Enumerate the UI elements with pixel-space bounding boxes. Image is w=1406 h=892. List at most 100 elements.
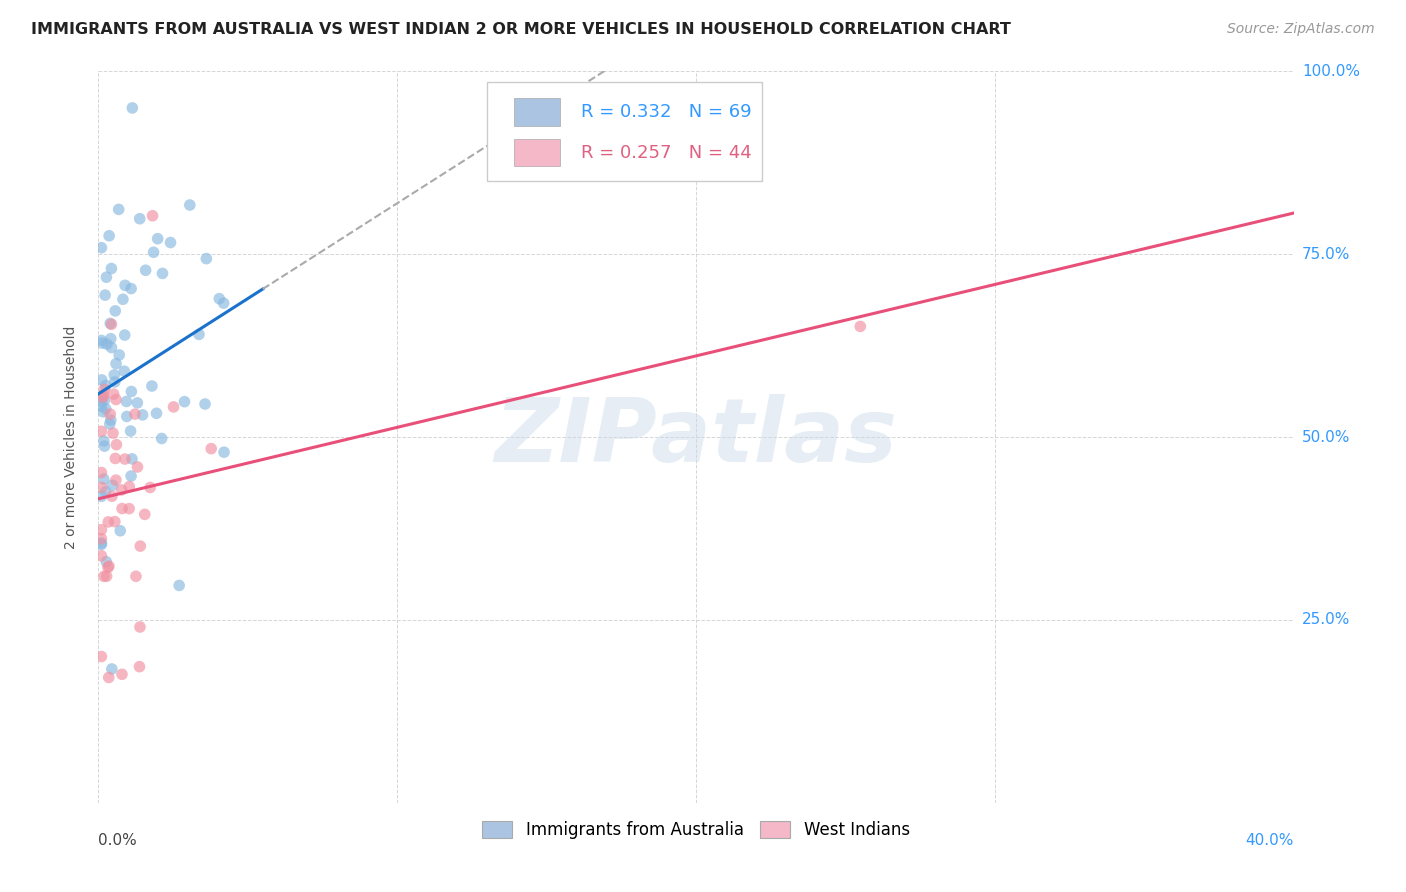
- Point: [93, 388, 115, 402]
- Point: [90, 549, 112, 563]
- Point: [96, 337, 118, 351]
- Point: [118, 501, 141, 516]
- Point: [114, 278, 136, 293]
- Point: [128, 211, 150, 226]
- Point: [104, 515, 127, 529]
- Point: [105, 392, 128, 407]
- Text: Source: ZipAtlas.com: Source: ZipAtlas.com: [1227, 22, 1375, 37]
- Point: [96, 555, 118, 569]
- Text: R = 0.257   N = 44: R = 0.257 N = 44: [581, 144, 752, 161]
- Point: [142, 245, 165, 260]
- Point: [114, 452, 136, 467]
- Point: [208, 292, 231, 306]
- Point: [111, 293, 134, 307]
- Point: [94, 288, 117, 302]
- Point: [194, 397, 217, 411]
- Point: [101, 489, 124, 503]
- Point: [90, 466, 112, 480]
- Point: [93, 569, 115, 583]
- Point: [212, 296, 235, 310]
- Point: [150, 432, 173, 446]
- Point: [105, 357, 128, 371]
- Point: [96, 569, 118, 583]
- Point: [114, 328, 136, 343]
- Text: 0.0%: 0.0%: [98, 833, 138, 848]
- Point: [128, 659, 150, 673]
- Point: [104, 473, 127, 487]
- Text: R = 0.332   N = 69: R = 0.332 N = 69: [581, 103, 752, 121]
- Point: [94, 484, 117, 499]
- Point: [104, 304, 127, 318]
- Point: [142, 209, 165, 223]
- Point: [90, 649, 112, 664]
- Point: [103, 387, 125, 401]
- Point: [200, 442, 222, 456]
- Point: [98, 417, 121, 431]
- Point: [90, 489, 112, 503]
- Bar: [515, 98, 560, 127]
- Point: [100, 261, 122, 276]
- Point: [121, 451, 143, 466]
- Point: [141, 379, 163, 393]
- Text: IMMIGRANTS FROM AUSTRALIA VS WEST INDIAN 2 OR MORE VEHICLES IN HOUSEHOLD CORRELA: IMMIGRANTS FROM AUSTRALIA VS WEST INDIAN…: [31, 22, 1011, 37]
- Point: [97, 671, 120, 685]
- Point: [98, 407, 121, 421]
- Point: [105, 437, 128, 451]
- Text: 100.0%: 100.0%: [1302, 64, 1360, 78]
- Point: [129, 539, 152, 553]
- Point: [90, 536, 112, 550]
- Point: [115, 394, 138, 409]
- Point: [112, 364, 135, 378]
- Point: [120, 384, 142, 399]
- FancyBboxPatch shape: [486, 82, 762, 181]
- Point: [100, 332, 122, 346]
- Point: [212, 445, 235, 459]
- Point: [93, 382, 115, 396]
- Point: [90, 334, 112, 348]
- Point: [104, 451, 127, 466]
- Point: [179, 198, 201, 212]
- Point: [90, 480, 112, 494]
- Text: 40.0%: 40.0%: [1246, 833, 1294, 848]
- Point: [94, 402, 117, 417]
- Point: [107, 202, 129, 217]
- Point: [124, 407, 146, 421]
- Point: [162, 400, 184, 414]
- Point: [90, 523, 112, 537]
- Point: [849, 319, 872, 334]
- Point: [93, 439, 115, 453]
- Point: [97, 559, 120, 574]
- Point: [146, 232, 169, 246]
- Point: [120, 282, 142, 296]
- Point: [111, 483, 134, 497]
- Point: [188, 327, 211, 342]
- Point: [103, 368, 125, 382]
- Point: [120, 469, 142, 483]
- Point: [110, 524, 132, 538]
- Text: 25.0%: 25.0%: [1302, 613, 1350, 627]
- Point: [111, 667, 134, 681]
- Point: [90, 424, 112, 438]
- Point: [167, 578, 190, 592]
- Point: [97, 515, 120, 529]
- Point: [100, 341, 122, 355]
- Point: [127, 459, 149, 474]
- Point: [100, 413, 122, 427]
- Point: [94, 378, 117, 392]
- Point: [108, 348, 131, 362]
- Point: [159, 235, 181, 250]
- Point: [139, 481, 162, 495]
- Y-axis label: 2 or more Vehicles in Household: 2 or more Vehicles in Household: [63, 326, 77, 549]
- Point: [93, 434, 115, 448]
- Point: [127, 396, 149, 410]
- Point: [104, 375, 127, 389]
- Point: [120, 424, 142, 438]
- Point: [100, 318, 122, 332]
- Point: [134, 508, 156, 522]
- Point: [91, 405, 114, 419]
- Text: ZIPatlas: ZIPatlas: [495, 393, 897, 481]
- Point: [90, 532, 112, 546]
- Point: [195, 252, 218, 266]
- Point: [93, 393, 115, 408]
- Point: [125, 569, 148, 583]
